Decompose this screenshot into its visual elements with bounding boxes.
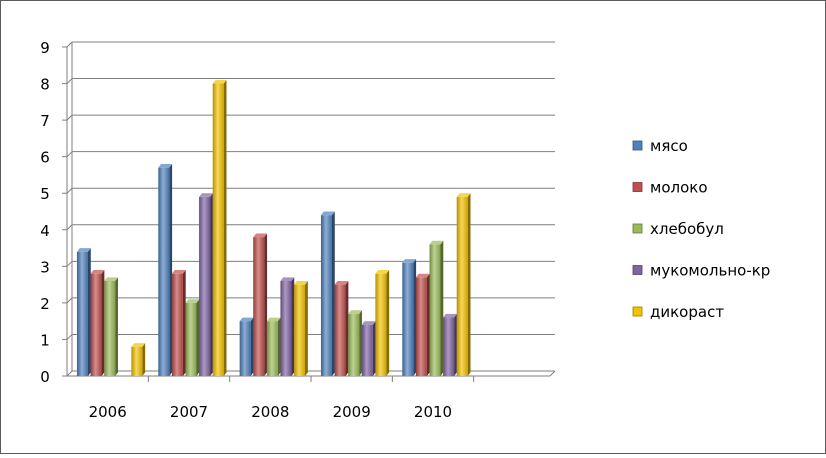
bar	[212, 79, 227, 377]
y-tick-labels: 0 1 2 3 4 5 6 7 8 9	[40, 39, 50, 386]
legend-item: мясо	[632, 137, 688, 155]
legend-item: мукомольно-кр	[632, 262, 770, 280]
bar	[280, 277, 295, 376]
bar	[348, 310, 362, 376]
bar	[443, 313, 457, 376]
gridline-side	[66, 151, 73, 158]
gridline-side	[66, 334, 73, 340]
legend-item: дикораст	[632, 303, 724, 321]
x-tick-label: 2009	[333, 403, 371, 421]
y-tick-label: 3	[40, 258, 50, 276]
bar	[361, 321, 376, 376]
y-tick-label: 2	[40, 295, 50, 313]
legend-swatch	[632, 223, 643, 234]
legend-item: молоко	[632, 179, 708, 197]
y-tick-label: 1	[40, 331, 50, 349]
y-tick-label: 5	[40, 185, 50, 203]
y-tick-label: 9	[40, 39, 50, 57]
gridline-side	[66, 114, 73, 121]
legend-swatch	[632, 140, 643, 151]
legend-swatch	[632, 265, 643, 275]
floor-edge	[549, 370, 556, 377]
bar	[429, 240, 444, 376]
legend-label: дикораст	[650, 303, 724, 321]
legend-label: мясо	[650, 137, 688, 155]
bars	[76, 79, 471, 377]
bar	[104, 277, 118, 376]
bar	[131, 343, 146, 376]
bar	[375, 270, 390, 376]
legend: мясо молоко хлебобул мукомольно-кр дикораст	[632, 137, 770, 321]
gridline-side	[66, 41, 73, 48]
axes	[62, 42, 556, 382]
gridline-side	[66, 224, 73, 231]
x-tick-label: 2008	[251, 403, 289, 421]
legend-swatch	[632, 182, 643, 192]
x-tick-labels: 2006 2007 2008 2009 2010	[89, 403, 453, 421]
bar	[294, 281, 308, 376]
gridline-side	[66, 187, 73, 194]
y-tick-label: 6	[40, 149, 50, 167]
bar	[402, 259, 417, 376]
bar	[320, 211, 335, 376]
legend-label: молоко	[650, 179, 708, 197]
legend-label: хлебобул	[650, 220, 724, 238]
gridline-side	[66, 370, 73, 377]
gridline-side	[66, 78, 73, 84]
y-tick-label: 7	[40, 112, 50, 130]
y-tick-label: 8	[40, 76, 50, 94]
x-tick-label: 2007	[170, 403, 208, 421]
legend-swatch	[632, 306, 643, 317]
gridlines	[66, 41, 555, 377]
legend-label: мукомольно-кр	[650, 262, 770, 280]
bar	[266, 317, 281, 376]
legend-item: хлебобул	[632, 220, 724, 238]
gridline-side	[66, 260, 73, 267]
y-tick-label: 0	[40, 368, 50, 386]
y-tick-label: 4	[40, 222, 50, 240]
gridline-side	[66, 297, 73, 304]
bar	[334, 281, 349, 376]
x-tick-label: 2010	[414, 403, 452, 421]
bar	[171, 270, 186, 376]
bar	[239, 317, 254, 376]
bar	[90, 270, 105, 376]
bar	[199, 193, 213, 376]
bar	[185, 299, 200, 376]
x-tick-label: 2006	[89, 403, 127, 421]
bar	[158, 164, 173, 376]
bar	[415, 273, 430, 376]
bar	[456, 193, 471, 376]
bar	[253, 233, 268, 376]
bar	[76, 248, 91, 376]
